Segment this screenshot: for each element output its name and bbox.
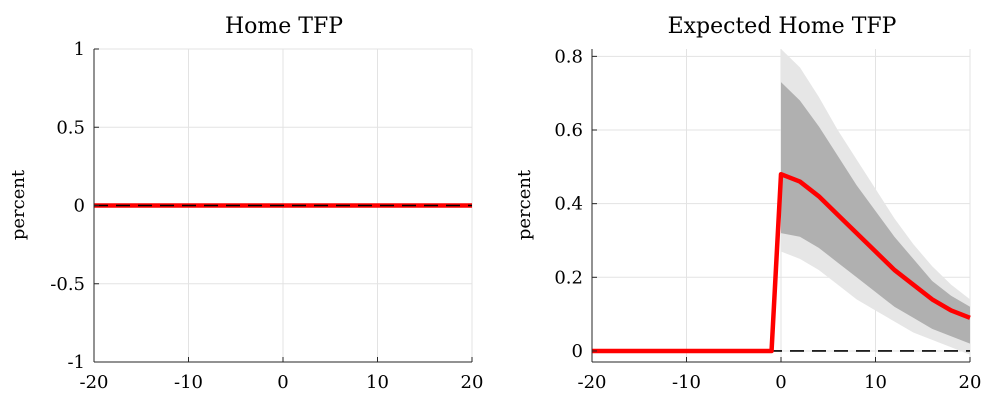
x-tick-label: -10 [672, 372, 701, 393]
y-tick-label: 0.2 [554, 267, 583, 288]
y-tick-label: 0 [74, 196, 85, 217]
y-tick-label: 1 [74, 39, 85, 60]
y-axis-label: percent [514, 169, 535, 240]
x-tick-label: -10 [174, 372, 203, 393]
x-tick-label: -20 [578, 372, 607, 393]
x-tick-label: 10 [366, 372, 389, 393]
y-tick-label: 0 [572, 341, 583, 362]
chart-title: Home TFP [225, 14, 343, 39]
y-tick-label: 0.5 [56, 117, 85, 138]
x-tick-label: 10 [864, 372, 887, 393]
impulse-response-line [592, 171, 971, 354]
panel-home-tfp: Home TFP percent -20 -10 0 10 20 -1 -0.5 0 0.5 1 [8, 14, 483, 393]
y-tick-label: 0.4 [554, 194, 583, 215]
chart-title: Expected Home TFP [668, 14, 897, 39]
y-tick-label: 0.6 [554, 120, 583, 141]
x-tick-label: 0 [775, 372, 786, 393]
x-tick-label: 0 [277, 372, 288, 393]
panel-expected-home-tfp: Expected Home TFP percent -20 -10 0 10 20 0 0.… [514, 14, 981, 393]
y-axis-label: percent [8, 169, 29, 240]
x-tick-label: -20 [80, 372, 109, 393]
y-tick-label: 0.8 [554, 46, 583, 67]
x-tick-label: 20 [461, 372, 484, 393]
inner-confidence-band [781, 82, 970, 344]
y-tick-label: -0.5 [50, 274, 85, 295]
x-tick-label: 20 [959, 372, 982, 393]
y-tick-label: -1 [67, 352, 85, 373]
